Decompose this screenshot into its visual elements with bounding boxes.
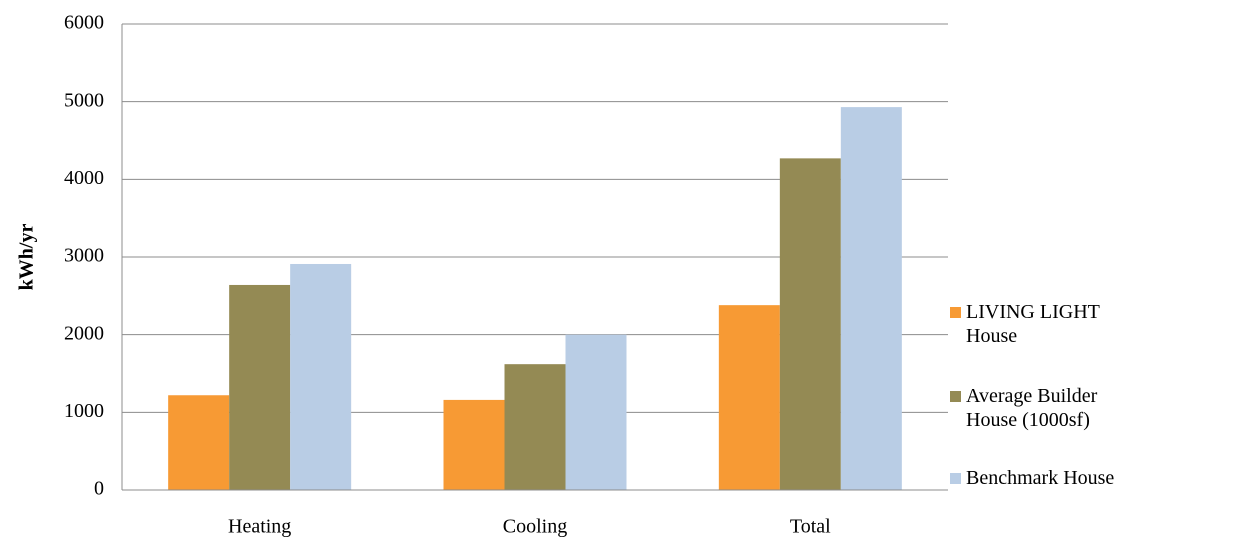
legend-entry: Average Builder House (1000sf)	[950, 384, 1141, 432]
y-axis-title: kWh/yr	[16, 224, 38, 291]
legend-label: Benchmark House	[966, 467, 1115, 489]
bar	[504, 364, 566, 490]
y-tick-label: 5000	[64, 89, 104, 111]
y-tick-label: 2000	[64, 322, 104, 344]
bar	[168, 395, 230, 490]
bar	[443, 399, 505, 490]
legend-entry: LIVING LIGHT House	[950, 300, 1141, 348]
legend-swatch	[950, 391, 961, 402]
legend-swatch	[950, 473, 961, 484]
bar	[565, 334, 627, 490]
legend-label: Average Builder House (1000sf)	[966, 385, 1098, 431]
y-tick-label: 0	[94, 478, 104, 500]
x-tick-label: Total	[790, 516, 831, 537]
bar	[229, 284, 291, 490]
bar	[718, 305, 780, 490]
y-tick-label: 4000	[64, 167, 104, 189]
legend-swatch	[950, 307, 961, 318]
bar	[779, 158, 841, 490]
y-tick-label: 3000	[64, 245, 104, 267]
x-tick-label: Cooling	[503, 516, 567, 537]
bar	[290, 263, 352, 490]
y-tick-label: 6000	[64, 12, 104, 34]
legend-label: LIVING LIGHT House	[966, 301, 1100, 347]
bar	[840, 107, 902, 490]
legend-entry: Benchmark House	[950, 466, 1141, 490]
y-tick-label: 1000	[64, 400, 104, 422]
x-tick-label: Heating	[228, 516, 291, 537]
